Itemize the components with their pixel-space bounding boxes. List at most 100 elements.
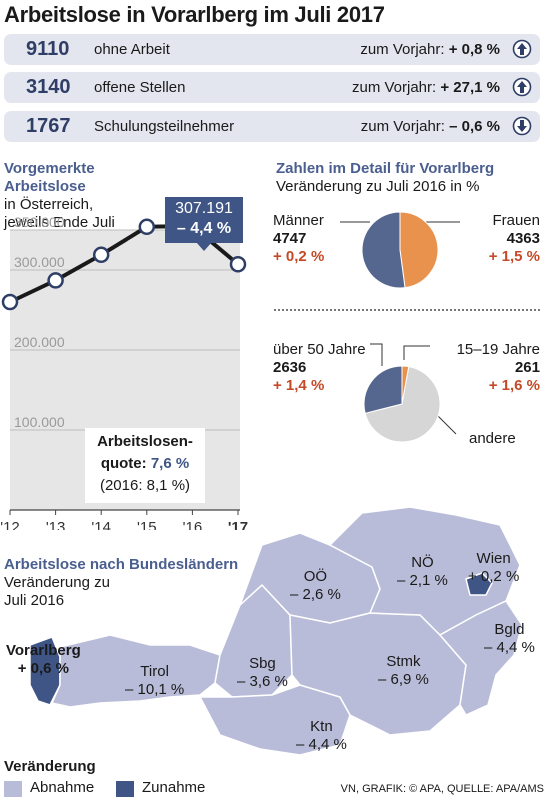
kpi-change-prefix: zum Vorjahr: bbox=[351, 79, 441, 96]
kpi-value: 3140 bbox=[26, 76, 71, 98]
y-tick-label: 100.000 bbox=[14, 414, 65, 430]
over50-change: + 1,4 % bbox=[273, 377, 325, 394]
detail-subtitle: Veränderung zu Juli 2016 in % bbox=[276, 178, 480, 195]
pie-slice-andere bbox=[364, 366, 441, 443]
x-tick-label: '14 bbox=[91, 519, 111, 530]
kpi-row: 9110 ohne Arbeit zum Vorjahr: + 0,8 % bbox=[4, 34, 540, 65]
x-tick-label: '12 bbox=[0, 519, 20, 530]
kpi-value: 9110 bbox=[26, 38, 70, 60]
y-tick-label: 300.000 bbox=[14, 254, 65, 270]
state-change: – 2,6 % bbox=[290, 586, 341, 603]
kpi-change: zum Vorjahr: + 0,8 % bbox=[360, 41, 500, 58]
frauen-value: 4363 bbox=[506, 230, 540, 247]
data-point bbox=[1, 293, 19, 311]
callout-box: 307.191 – 4,4 % bbox=[165, 197, 243, 243]
line-sub-2: jeweils Ende Juli bbox=[4, 214, 115, 231]
data-point bbox=[138, 218, 156, 236]
callout-pointer bbox=[196, 242, 212, 251]
pie-label-andere: andere bbox=[469, 430, 516, 447]
x-tick-label: '17 bbox=[228, 519, 248, 530]
kpi-row: 1767 Schulungsteilnehmer zum Vorjahr: – 0,… bbox=[4, 111, 540, 142]
state-name: Wien bbox=[476, 550, 511, 567]
line-chart-subtitle: in Österreich, jeweils Ende Juli bbox=[4, 196, 115, 232]
state-label: OÖ – 2,6 % bbox=[290, 568, 341, 604]
state-label: Wien + 0,2 % bbox=[468, 550, 519, 586]
kpi-change: zum Vorjahr: – 0,6 % bbox=[361, 118, 500, 135]
callout-change: – 4,4 % bbox=[176, 220, 232, 237]
state-burgenland bbox=[438, 600, 523, 716]
state-name: Tirol bbox=[140, 663, 169, 680]
kpi-row: 3140 offene Stellen zum Vorjahr: + 27,1 % bbox=[4, 72, 540, 103]
austria-map bbox=[29, 506, 523, 756]
legend-increase-label: Zunahme bbox=[142, 779, 206, 796]
arrow-down-icon bbox=[512, 116, 532, 136]
state-name: NÖ bbox=[411, 554, 434, 571]
state-label: Vorarlberg + 0,6 % bbox=[6, 642, 81, 678]
source-note: VN, GRAFIK: © APA, QUELLE: APA/AMS bbox=[340, 783, 544, 795]
age-pie-chart bbox=[363, 343, 457, 443]
kpi-change-prefix: zum Vorjahr: bbox=[360, 41, 449, 58]
legend-title: Veränderung bbox=[4, 758, 96, 775]
arrow-up-icon bbox=[512, 77, 532, 97]
arrow-up-icon bbox=[512, 39, 532, 59]
state-name: Stmk bbox=[386, 653, 421, 670]
state-name: Sbg bbox=[249, 655, 276, 672]
state-tirol bbox=[50, 634, 221, 708]
unemployment-rate-box: Arbeitslosen- quote: 7,6 % (2016: 8,1 %) bbox=[85, 428, 205, 503]
quote-label-1: Arbeitslosen- bbox=[97, 433, 193, 450]
state-change: – 6,9 % bbox=[378, 671, 429, 688]
kpi-change-value: – 0,6 % bbox=[449, 118, 500, 135]
state-name: OÖ bbox=[303, 568, 328, 585]
state-change: – 4,4 % bbox=[296, 736, 347, 753]
pie-label-maenner: Männer 4747 + 0,2 % bbox=[273, 212, 324, 266]
frauen-change: + 1,5 % bbox=[488, 248, 540, 265]
section-divider bbox=[274, 309, 540, 311]
state-change: – 10,1 % bbox=[125, 681, 185, 698]
pie-slice-frauen bbox=[399, 211, 439, 289]
legend-swatch-decrease bbox=[4, 781, 22, 797]
maenner-change: + 0,2 % bbox=[273, 248, 325, 265]
state-change: + 0,6 % bbox=[17, 660, 70, 677]
state-change: – 4,4 % bbox=[484, 639, 535, 656]
quote-previous: (2016: 8,1 %) bbox=[99, 477, 191, 494]
pie-label-15-19: 15–19 Jahre 261 + 1,6 % bbox=[457, 341, 540, 395]
y-tick-label: 200.000 bbox=[14, 334, 65, 350]
line-heading-1: Vorgemerkte bbox=[4, 160, 95, 177]
state-label: Tirol – 10,1 % bbox=[125, 663, 184, 699]
x-tick-label: '13 bbox=[46, 519, 66, 530]
state-change: – 2,1 % bbox=[397, 572, 448, 589]
leader-15-19 bbox=[403, 345, 430, 360]
legend-decrease-label: Abnahme bbox=[30, 779, 95, 796]
over50-value: 2636 bbox=[273, 359, 307, 376]
callout-value: 307.191 bbox=[175, 200, 233, 217]
state-wien bbox=[465, 572, 493, 596]
pie-label-frauen: Frauen 4363 + 1,5 % bbox=[489, 212, 540, 266]
leader-over50 bbox=[370, 343, 383, 366]
gender-pie-chart bbox=[340, 211, 460, 289]
x-tick-label: '16 bbox=[183, 519, 203, 530]
state-change: + 0,2 % bbox=[468, 568, 520, 585]
over50-label: über 50 Jahre bbox=[273, 341, 366, 358]
map-heading: Arbeitslose nach Bundesländern bbox=[4, 556, 239, 573]
page-title: Arbeitslose in Vorarlberg im Juli 2017 bbox=[4, 2, 385, 27]
x-tick-label: '15 bbox=[137, 519, 157, 530]
kpi-change-value: + 0,8 % bbox=[448, 41, 500, 58]
frauen-label: Frauen bbox=[492, 212, 540, 229]
maenner-value: 4747 bbox=[273, 230, 307, 247]
line-chart-heading: Vorgemerkte Arbeitslose bbox=[4, 160, 95, 196]
map-sub-1: Veränderung zu bbox=[4, 574, 110, 591]
pie-slice-maenner bbox=[361, 211, 406, 289]
data-point bbox=[47, 272, 64, 289]
state-label: Sbg – 3,6 % bbox=[237, 655, 288, 691]
age-15-19-change: + 1,6 % bbox=[488, 377, 540, 394]
kpi-change-value: + 27,1 % bbox=[440, 79, 500, 96]
data-point bbox=[92, 246, 110, 264]
y-tick-label: 350.000 bbox=[14, 214, 65, 230]
map-sub-2: Juli 2016 bbox=[4, 592, 65, 609]
kpi-label: Schulungsteilnehmer bbox=[94, 118, 235, 135]
age-15-19-value: 261 bbox=[514, 359, 540, 376]
state-label: NÖ – 2,1 % bbox=[397, 554, 448, 590]
pie-slice-over50 bbox=[363, 365, 403, 414]
state-name: Ktn bbox=[310, 718, 333, 735]
state-label: Stmk – 6,9 % bbox=[378, 653, 429, 689]
